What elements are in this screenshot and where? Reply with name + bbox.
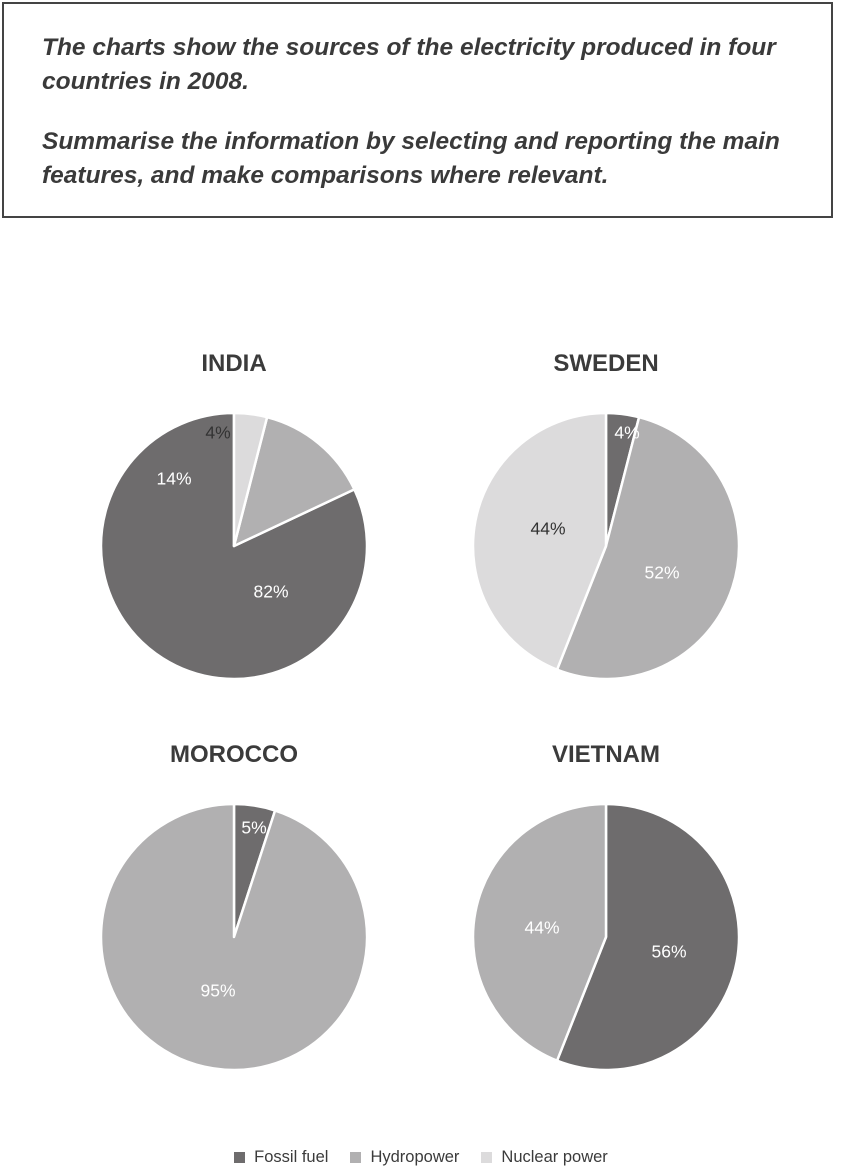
legend-item-hydropower: Hydropower [350,1148,459,1167]
pie-slice-morocco-hydropower [99,802,369,1072]
pie-label-india-fossil-fuel: 82% [253,582,288,602]
legend-label-fossil-fuel: Fossil fuel [254,1148,329,1166]
pie-label-india-hydropower: 14% [156,469,191,489]
pie-title-india: INDIA [201,350,266,377]
pie-slice-vietnam-fossil-fuel [555,802,741,1072]
pie-slice-india-hydropower [232,415,356,548]
pie-slice-vietnam-hydropower [471,802,608,1062]
pie-slice-sweden-hydropower [555,415,741,681]
pie-chart-morocco: MOROCCO 5% 95% [99,741,369,1072]
pie-charts: INDIA 82% 14% 4% SWEDEN 4% 52% 44% MOROCCO 5% 95% V… [99,350,741,1072]
task-prompt-box: The charts show the sources of the elect… [2,2,833,218]
legend-label-hydropower: Hydropower [370,1148,460,1166]
pie-chart-sweden: SWEDEN 4% 52% 44% [471,350,741,681]
pie-label-vietnam-hydropower: 44% [524,918,559,938]
chart-legend: Fossil fuel Hydropower Nuclear power [0,1148,842,1167]
legend-swatch-nuclear-power [481,1152,493,1163]
pie-label-morocco-hydropower: 95% [200,981,235,1001]
pie-label-sweden-fossil-fuel: 4% [614,423,639,443]
legend-item-nuclear-power: Nuclear power [481,1148,608,1167]
pie-chart-india: INDIA 82% 14% 4% [99,350,369,681]
pie-label-vietnam-fossil-fuel: 56% [651,942,686,962]
legend-label-nuclear-power: Nuclear power [501,1148,608,1166]
pie-label-morocco-fossil-fuel: 5% [241,818,266,838]
legend-swatch-hydropower [350,1152,362,1163]
pie-label-india-nuclear-power: 4% [205,423,230,443]
pie-title-sweden: SWEDEN [553,350,658,377]
prompt-instruction: Summarise the information by selecting a… [42,128,780,189]
prompt-description: The charts show the sources of the elect… [42,34,776,95]
pie-title-morocco: MOROCCO [170,741,298,768]
pie-slice-sweden-nuclear-power [471,411,608,671]
pie-title-vietnam: VIETNAM [552,741,660,768]
pie-label-sweden-hydropower: 52% [644,563,679,583]
legend-swatch-fossil-fuel [234,1152,246,1163]
pie-label-sweden-nuclear-power: 44% [530,519,565,539]
pie-slice-india-nuclear-power [232,411,269,548]
pie-chart-vietnam: VIETNAM 56% 44% [471,741,741,1072]
legend-item-fossil-fuel: Fossil fuel [234,1148,328,1167]
